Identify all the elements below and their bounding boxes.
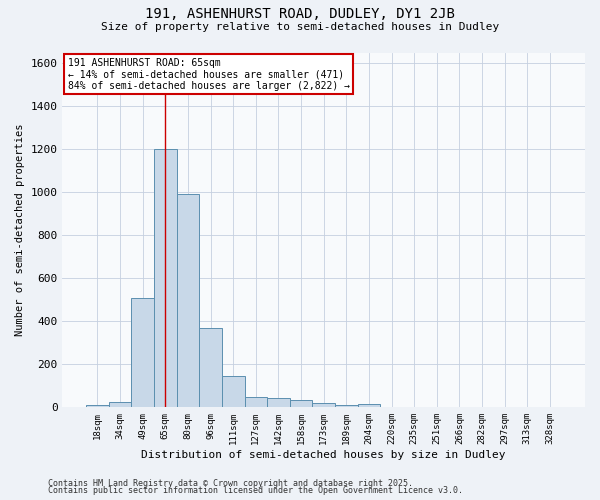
Bar: [109, 402, 131, 407]
Y-axis label: Number of semi-detached properties: Number of semi-detached properties: [15, 124, 25, 336]
Bar: [358, 404, 380, 407]
Bar: [222, 376, 245, 408]
Bar: [245, 396, 267, 407]
Bar: [335, 405, 358, 407]
Bar: [131, 298, 154, 408]
Text: Contains HM Land Registry data © Crown copyright and database right 2025.: Contains HM Land Registry data © Crown c…: [48, 478, 413, 488]
Text: Size of property relative to semi-detached houses in Dudley: Size of property relative to semi-detach…: [101, 22, 499, 32]
Bar: [176, 194, 199, 408]
Text: Contains public sector information licensed under the Open Government Licence v3: Contains public sector information licen…: [48, 486, 463, 495]
Bar: [86, 405, 109, 407]
Bar: [267, 398, 290, 407]
Bar: [290, 400, 313, 407]
Text: 191, ASHENHURST ROAD, DUDLEY, DY1 2JB: 191, ASHENHURST ROAD, DUDLEY, DY1 2JB: [145, 8, 455, 22]
Bar: [313, 403, 335, 407]
X-axis label: Distribution of semi-detached houses by size in Dudley: Distribution of semi-detached houses by …: [142, 450, 506, 460]
Text: 191 ASHENHURST ROAD: 65sqm
← 14% of semi-detached houses are smaller (471)
84% o: 191 ASHENHURST ROAD: 65sqm ← 14% of semi…: [68, 58, 350, 91]
Bar: [199, 328, 222, 407]
Bar: [154, 150, 176, 408]
